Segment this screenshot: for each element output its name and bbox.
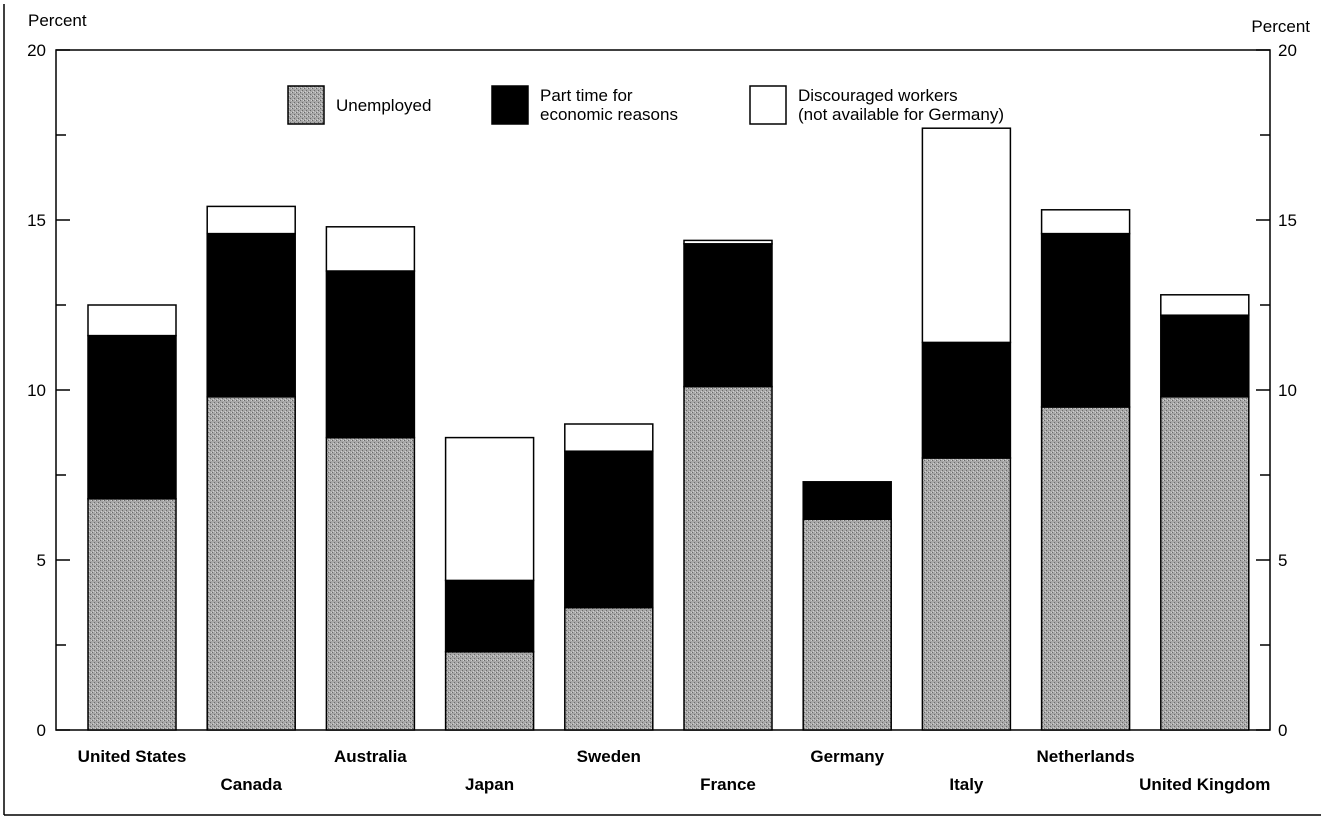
bar-unemployed (683, 385, 773, 731)
bar-unemployed (325, 436, 416, 731)
legend-swatch (491, 85, 529, 125)
bar-discouraged (1040, 209, 1131, 235)
y-tick-label-left: 0 (37, 721, 46, 740)
category-label: Sweden (577, 747, 641, 766)
category-label: Germany (810, 747, 884, 766)
legend-label: Unemployed (336, 96, 431, 115)
bar-unemployed (921, 457, 1012, 731)
bar-part-time (444, 579, 535, 653)
y-tick-label-right: 15 (1278, 211, 1297, 230)
y-tick-label-right: 5 (1278, 551, 1287, 570)
bar-part-time (802, 481, 892, 520)
legend-swatch (749, 85, 787, 125)
bar-part-time (921, 341, 1012, 459)
y-tick-label-left: 15 (27, 211, 46, 230)
bar-part-time (1040, 232, 1131, 408)
bar-discouraged (325, 226, 416, 272)
y-axis-title-left: Percent (28, 11, 87, 30)
y-tick-label-right: 0 (1278, 721, 1287, 740)
category-label: Japan (465, 775, 514, 794)
y-tick-label-right: 20 (1278, 41, 1297, 60)
bar-unemployed (564, 606, 654, 731)
y-axis-title-right: Percent (1251, 17, 1310, 36)
legend-label: Part time for economic reasons (540, 86, 678, 124)
bar-unemployed (1040, 406, 1131, 731)
category-label: United Kingdom (1139, 775, 1270, 794)
y-tick-label-left: 20 (27, 41, 46, 60)
bar-part-time (1160, 314, 1250, 398)
bar-discouraged (683, 239, 773, 245)
bar-part-time (325, 270, 416, 439)
category-labels: United States Canada Australia Japan Sweden F… (78, 747, 1271, 794)
bar-discouraged (87, 304, 177, 337)
bar-unemployed (802, 518, 892, 731)
legend-swatch (287, 85, 325, 125)
legend: Unemployed Part time for economic reasons D… (287, 85, 1004, 125)
bar-unemployed (206, 396, 296, 731)
bar-discouraged (564, 423, 654, 452)
bar-part-time (87, 334, 177, 500)
y-tick-label-left: 5 (37, 551, 46, 570)
y-tick-label-right: 10 (1278, 381, 1297, 400)
y-tick-label-left: 10 (27, 381, 46, 400)
legend-label: Discouraged workers (not available for Ge… (798, 86, 1004, 124)
bar-part-time (564, 450, 654, 609)
y-ticks-right: 0 5 10 15 20 (1256, 41, 1297, 740)
category-label: France (700, 775, 756, 794)
bar-discouraged (444, 436, 535, 582)
category-label: Australia (334, 747, 407, 766)
bar-unemployed (1160, 396, 1250, 731)
category-label: Netherlands (1036, 747, 1134, 766)
bar-discouraged (206, 205, 296, 235)
category-label: United States (78, 747, 187, 766)
bar-part-time (206, 232, 296, 398)
category-label: Canada (220, 775, 282, 794)
category-label: Italy (949, 775, 984, 794)
bar-discouraged (1160, 294, 1250, 316)
bar-discouraged (921, 127, 1012, 344)
bar-unemployed (87, 498, 177, 731)
bars-group (87, 127, 1250, 731)
bar-unemployed (444, 651, 535, 731)
bar-part-time (683, 243, 773, 388)
y-ticks-left: 0 5 10 15 20 (27, 41, 70, 740)
